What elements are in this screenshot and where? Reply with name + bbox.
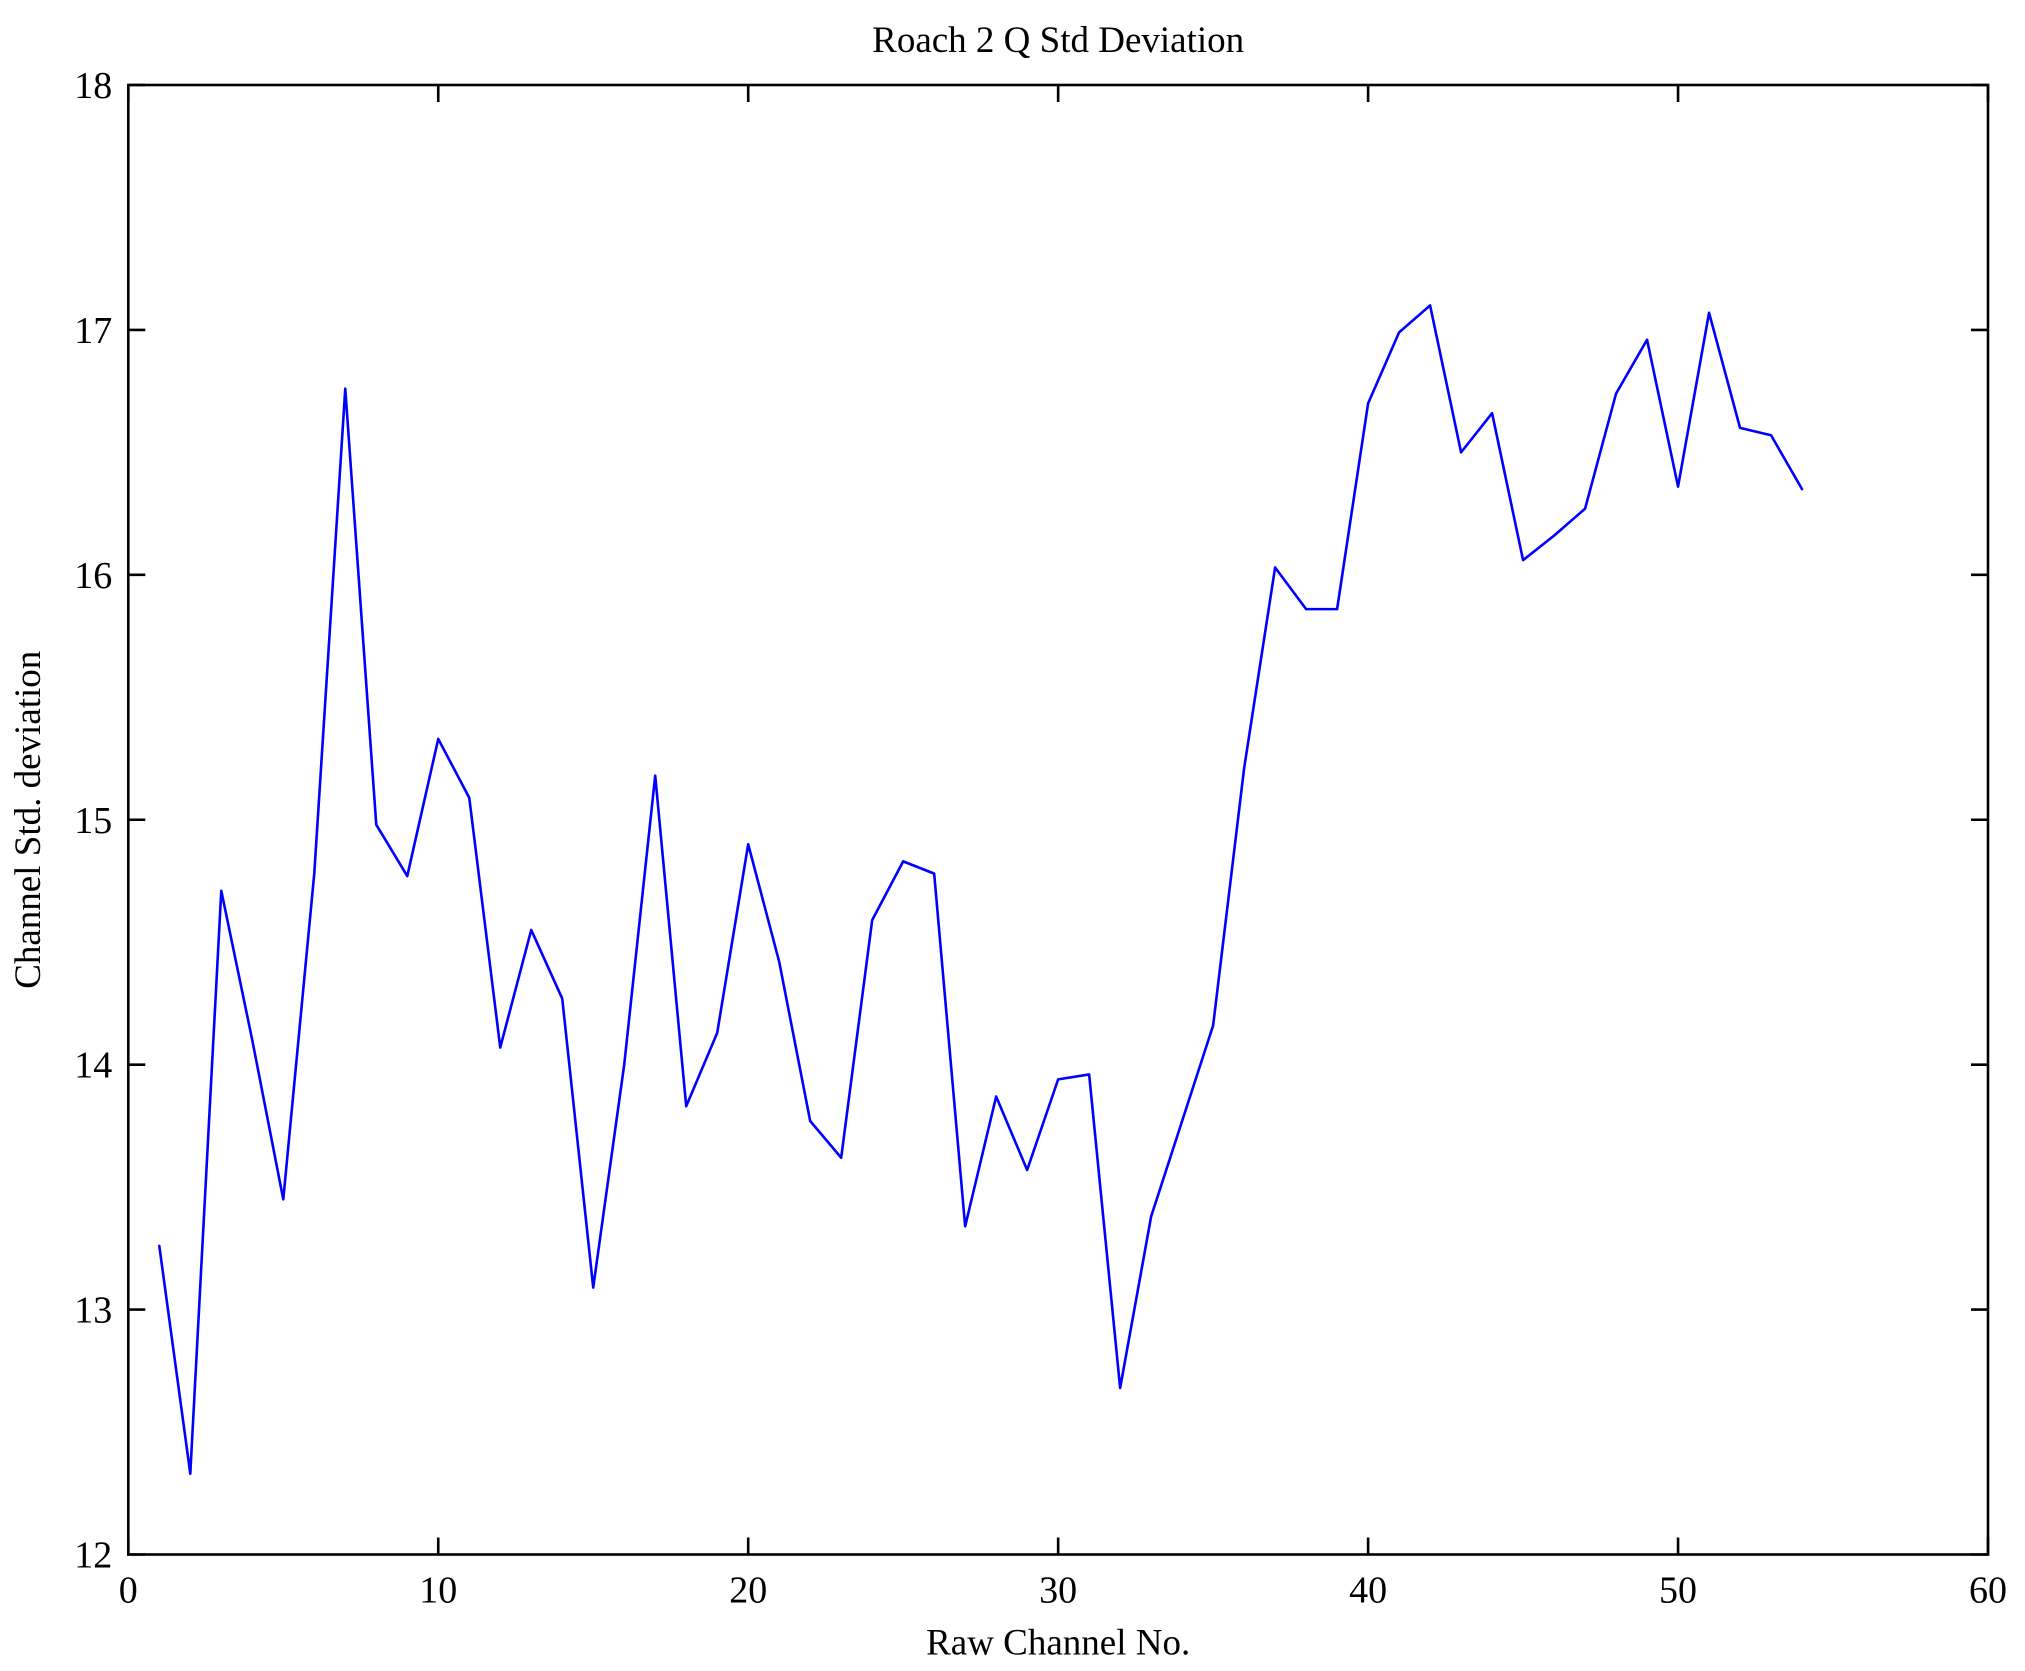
y-tick-label: 18 [74, 65, 112, 107]
x-tick-label: 0 [119, 1570, 138, 1612]
data-line [157, 304, 1804, 1475]
y-tick-label: 12 [74, 1535, 112, 1577]
axes-box [127, 83, 1990, 1556]
y-tick-label: 16 [74, 555, 112, 597]
x-tick-label: 40 [1349, 1570, 1387, 1612]
y-axis-label: Channel Std. deviation [8, 651, 49, 989]
y-tick-label: 14 [74, 1045, 112, 1087]
y-tick-label: 15 [74, 800, 112, 842]
tick-marks [127, 83, 1990, 1556]
y-tick-label: 17 [74, 310, 112, 352]
x-tick-label: 30 [1039, 1570, 1077, 1612]
chart-title: Roach 2 Q Std Deviation [872, 20, 1244, 61]
y-tick-labels: 12 13 14 15 16 17 18 [74, 65, 112, 1577]
x-tick-label: 10 [419, 1570, 457, 1612]
x-axis-label: Raw Channel No. [926, 1623, 1190, 1664]
x-tick-label: 50 [1659, 1570, 1697, 1612]
y-tick-label: 13 [74, 1290, 112, 1332]
x-tick-labels: 0 10 20 30 40 50 60 [119, 1570, 2007, 1612]
x-tick-label: 20 [729, 1570, 767, 1612]
x-tick-label: 60 [1969, 1570, 2007, 1612]
